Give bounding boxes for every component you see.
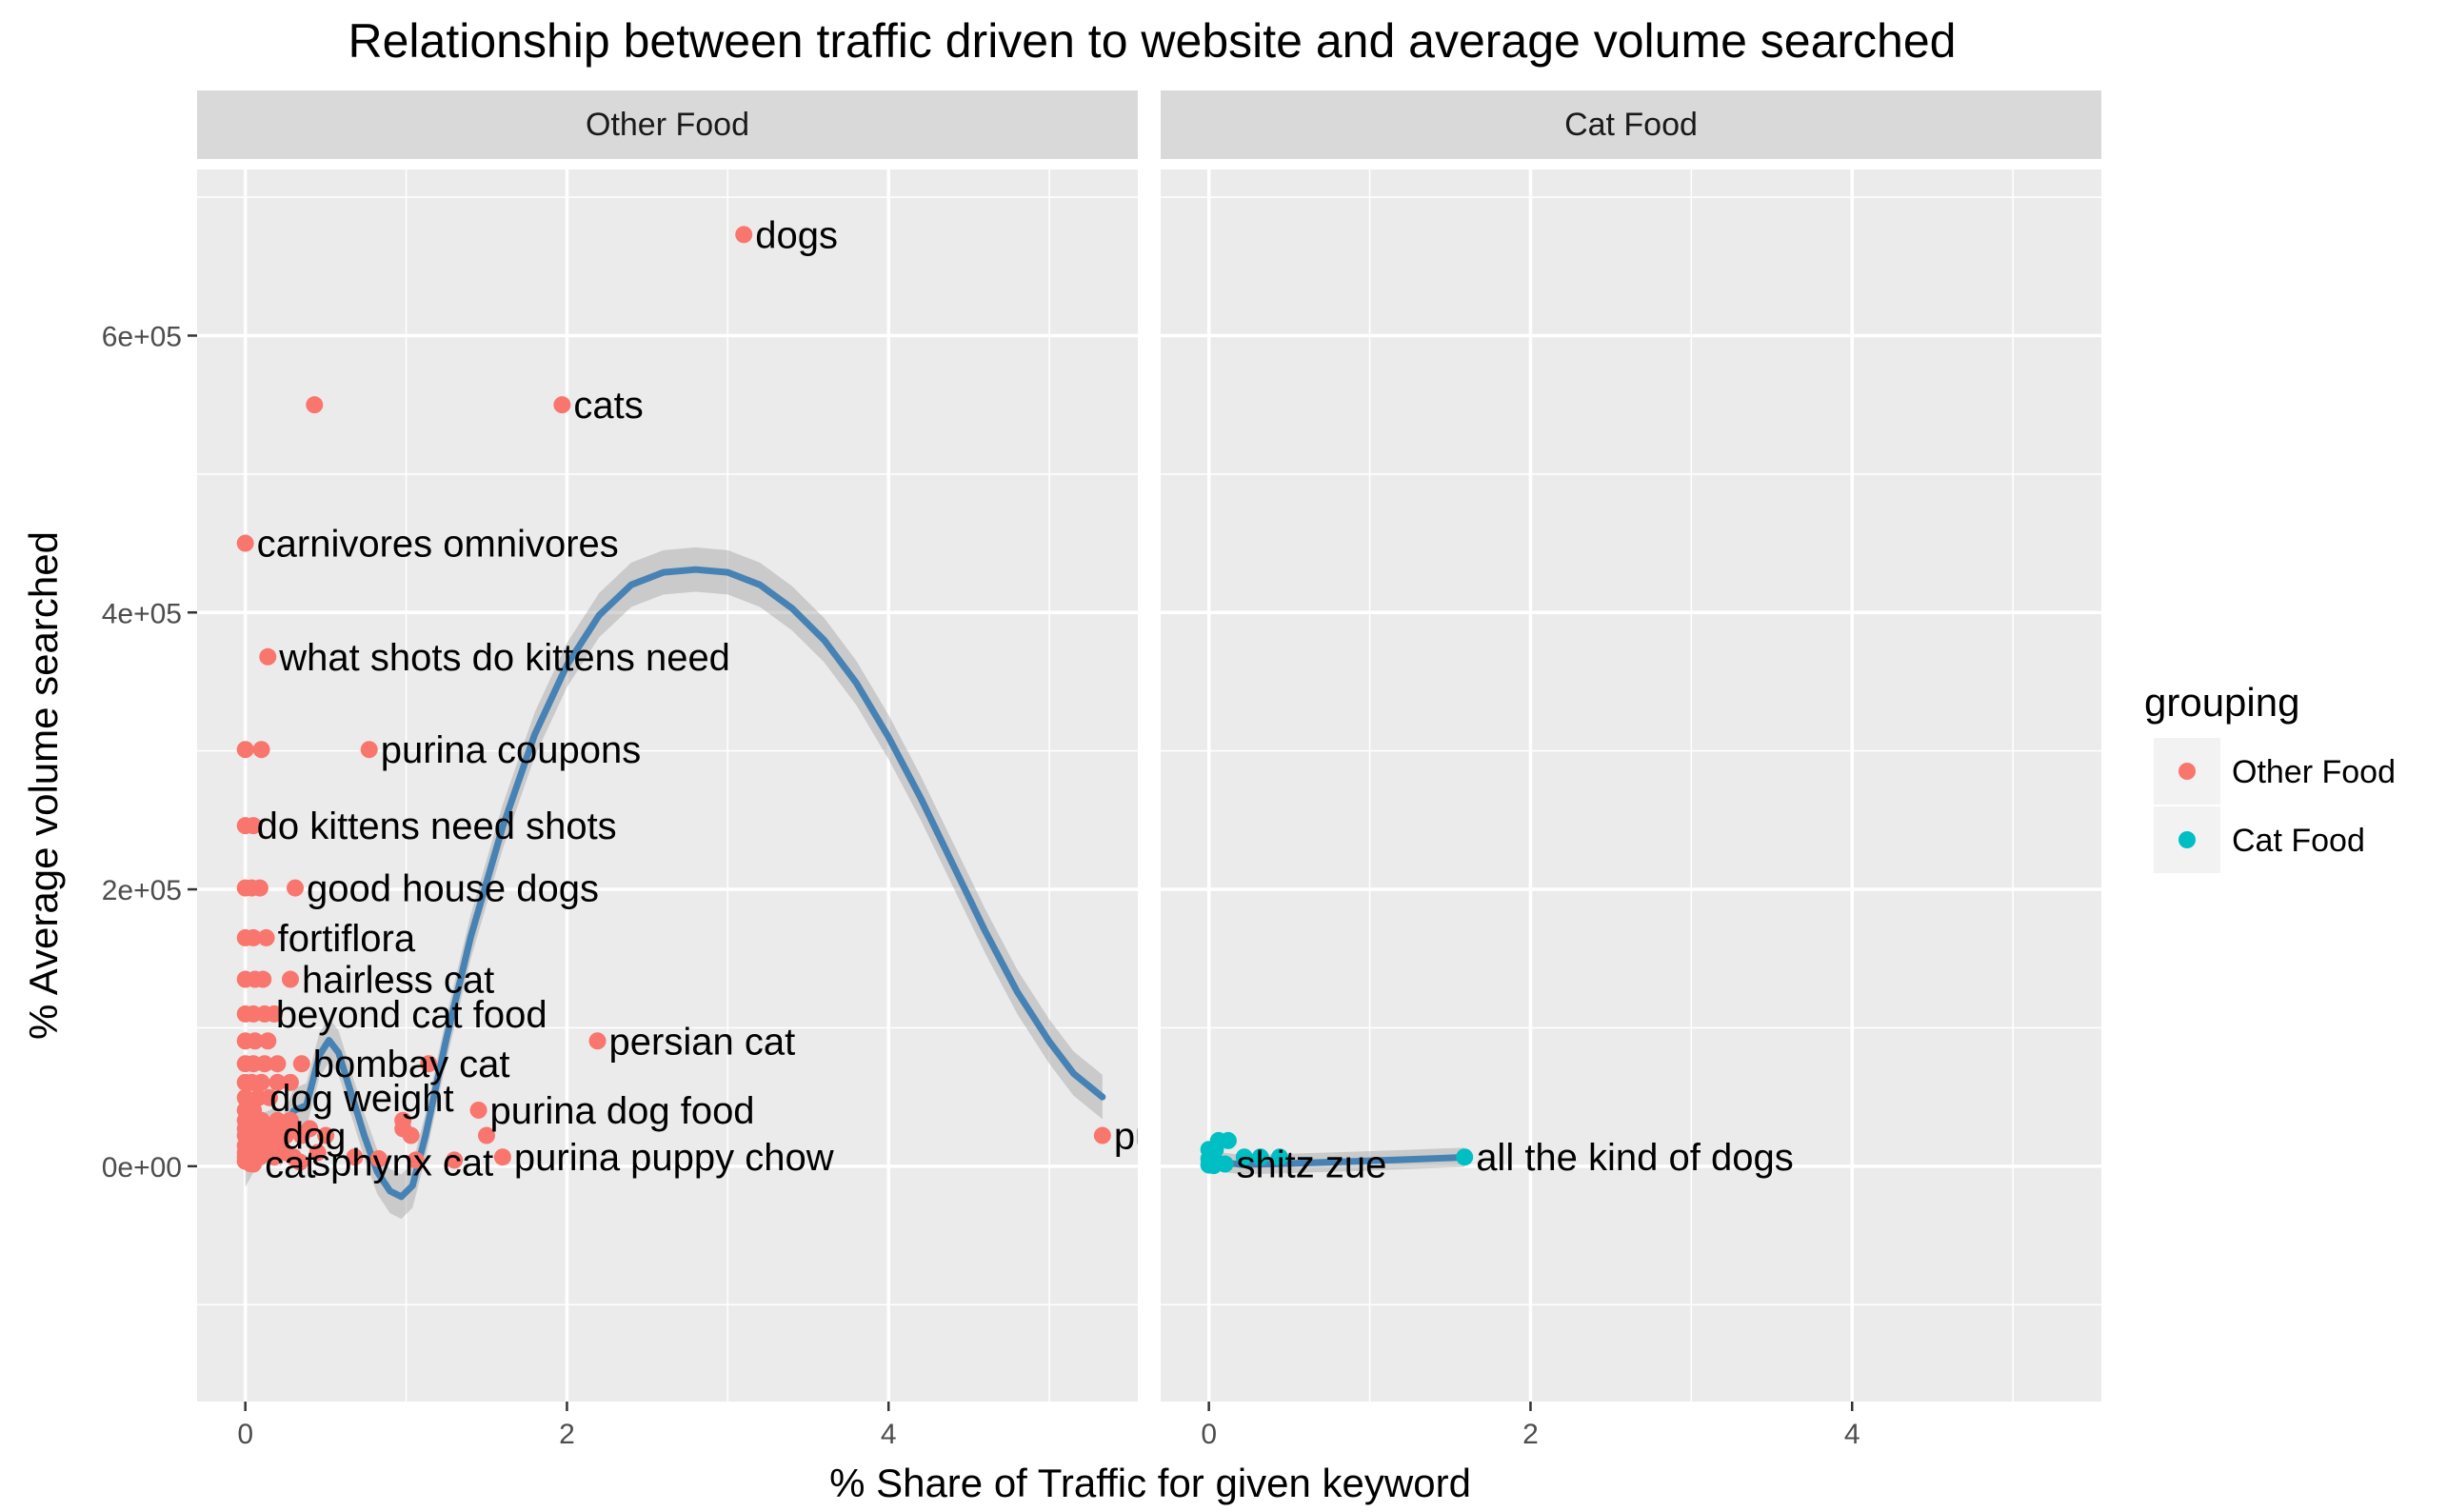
x-axis-title: % Share of Traffic for given keyword bbox=[829, 1461, 1471, 1505]
data-point bbox=[259, 1032, 277, 1050]
data-point bbox=[420, 1055, 438, 1073]
point-label: purina dog food bbox=[490, 1090, 755, 1132]
point-label: carnivores omnivores bbox=[257, 524, 619, 566]
data-point bbox=[735, 226, 753, 244]
y-tick-label: 6e+05 bbox=[102, 321, 182, 352]
y-tick-label: 0e+00 bbox=[102, 1152, 182, 1184]
data-point bbox=[236, 1088, 254, 1106]
data-point bbox=[257, 928, 275, 946]
smooth-line bbox=[242, 566, 1106, 1201]
panel-background-0 bbox=[197, 169, 1138, 1402]
data-point bbox=[236, 534, 254, 552]
data-point bbox=[446, 1151, 464, 1169]
data-point bbox=[369, 1149, 388, 1167]
data-point bbox=[252, 741, 270, 759]
data-point bbox=[292, 1055, 310, 1073]
data-point bbox=[1456, 1148, 1474, 1166]
data-point bbox=[407, 1151, 425, 1169]
data-point bbox=[402, 1126, 420, 1144]
point-label: purina coupons bbox=[381, 729, 642, 771]
data-point bbox=[287, 879, 305, 897]
data-point bbox=[469, 1101, 487, 1119]
data-point bbox=[245, 1155, 263, 1173]
data-point bbox=[478, 1126, 495, 1144]
x-tick-label: 0 bbox=[1201, 1419, 1217, 1450]
chart-title: Relationship between traffic driven to w… bbox=[348, 14, 1957, 68]
data-point bbox=[317, 1126, 335, 1144]
panel-background-1 bbox=[1161, 169, 2101, 1402]
data-point bbox=[254, 970, 272, 988]
legend-entry-label: Cat Food bbox=[2232, 823, 2365, 859]
data-point bbox=[246, 1032, 264, 1050]
x-tick-label: 4 bbox=[881, 1419, 897, 1450]
data-point bbox=[493, 1148, 511, 1166]
y-axis-title: % Average volume searched bbox=[21, 531, 66, 1040]
legend-title: grouping bbox=[2144, 680, 2299, 725]
data-point bbox=[1251, 1148, 1269, 1166]
data-point bbox=[250, 879, 269, 897]
y-tick-label: 4e+05 bbox=[102, 598, 182, 629]
x-tick-label: 4 bbox=[1844, 1419, 1860, 1450]
data-point bbox=[306, 396, 324, 414]
point-label: shitz zue bbox=[1237, 1144, 1387, 1186]
point-label: what shots do kittens need bbox=[278, 637, 730, 679]
point-label: beyond cat food bbox=[276, 994, 547, 1036]
x-tick-label: 2 bbox=[559, 1419, 575, 1450]
data-point bbox=[360, 741, 378, 759]
point-label: sphynx cat bbox=[311, 1143, 493, 1184]
data-point bbox=[266, 1005, 284, 1023]
data-point bbox=[281, 1073, 299, 1091]
legend-key-point bbox=[2178, 831, 2196, 848]
data-point bbox=[245, 817, 263, 835]
point-label: dog bbox=[283, 1116, 347, 1158]
legend-key-point bbox=[2178, 763, 2196, 780]
point-label: dog weight bbox=[269, 1078, 453, 1120]
data-point bbox=[269, 1073, 287, 1091]
data-point bbox=[1204, 1157, 1223, 1175]
data-point bbox=[266, 1148, 284, 1166]
data-point bbox=[1235, 1148, 1253, 1166]
facet-strip-label: Cat Food bbox=[1564, 107, 1698, 143]
point-label: good house dogs bbox=[307, 868, 599, 910]
point-label: dogs bbox=[755, 214, 838, 256]
facet-strip-0 bbox=[197, 90, 1138, 159]
data-point bbox=[1093, 1126, 1111, 1144]
point-label: pu bbox=[1114, 1116, 1157, 1158]
data-point bbox=[588, 1032, 607, 1050]
data-point bbox=[1219, 1131, 1237, 1149]
point-label: hairless cat bbox=[302, 960, 494, 1002]
point-label: fortiflora bbox=[278, 918, 416, 960]
data-point bbox=[245, 928, 263, 946]
legend-entry-label: Other Food bbox=[2232, 754, 2396, 790]
data-point bbox=[261, 1088, 278, 1106]
data-point bbox=[291, 1153, 309, 1171]
data-point bbox=[269, 1055, 287, 1073]
data-point bbox=[259, 647, 277, 666]
data-point bbox=[252, 1073, 270, 1091]
data-point bbox=[1270, 1148, 1288, 1166]
facet-strip-1 bbox=[1161, 90, 2101, 159]
smooth-confidence-band bbox=[245, 547, 1103, 1220]
point-label: bombay cat bbox=[313, 1044, 510, 1085]
data-point bbox=[308, 1144, 327, 1162]
point-label: cats bbox=[573, 385, 643, 427]
data-point bbox=[236, 741, 254, 759]
facet-strip-label: Other Food bbox=[586, 107, 749, 143]
point-label: do kittens need shots bbox=[257, 806, 617, 847]
x-tick-label: 0 bbox=[237, 1419, 253, 1450]
data-point bbox=[346, 1148, 364, 1166]
y-tick-label: 2e+05 bbox=[102, 875, 182, 906]
x-tick-label: 2 bbox=[1522, 1419, 1539, 1450]
point-label: cat bbox=[265, 1144, 315, 1186]
point-label: persian cat bbox=[609, 1021, 796, 1063]
data-point bbox=[292, 1126, 310, 1144]
point-label: all the kind of dogs bbox=[1476, 1137, 1794, 1179]
data-point bbox=[553, 396, 571, 414]
data-point bbox=[255, 1055, 273, 1073]
data-point bbox=[281, 970, 299, 988]
point-label: purina puppy chow bbox=[514, 1137, 834, 1179]
